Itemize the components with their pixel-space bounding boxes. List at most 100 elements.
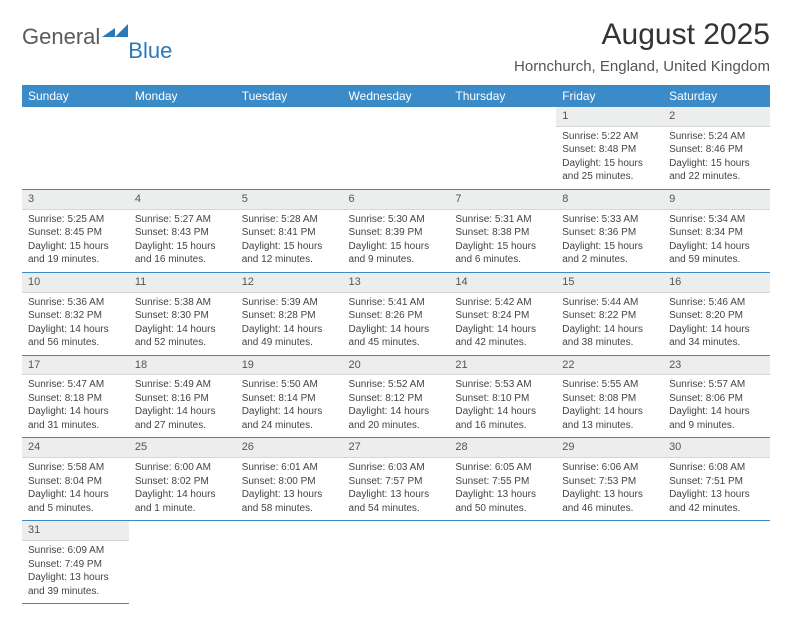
calendar-header: SundayMondayTuesdayWednesdayThursdayFrid…	[22, 85, 770, 107]
day-detail-line: and 12 minutes.	[242, 253, 337, 267]
day-details: Sunrise: 5:38 AMSunset: 8:30 PMDaylight:…	[129, 293, 236, 355]
day-detail-line: Sunrise: 6:06 AM	[562, 461, 657, 475]
day-detail-line: Daylight: 14 hours	[28, 323, 123, 337]
day-detail-line: Daylight: 14 hours	[135, 405, 230, 419]
day-detail-line: Sunrise: 5:55 AM	[562, 378, 657, 392]
day-number: 10	[22, 273, 129, 293]
day-detail-line: Sunset: 8:20 PM	[669, 309, 764, 323]
day-details: Sunrise: 5:46 AMSunset: 8:20 PMDaylight:…	[663, 293, 770, 355]
day-details: Sunrise: 5:55 AMSunset: 8:08 PMDaylight:…	[556, 375, 663, 437]
day-number: 7	[449, 190, 556, 210]
day-detail-line: Daylight: 14 hours	[669, 240, 764, 254]
day-detail-line: Sunset: 8:24 PM	[455, 309, 550, 323]
day-detail-line: and 58 minutes.	[242, 502, 337, 516]
title-block: August 2025 Hornchurch, England, United …	[514, 18, 770, 75]
day-number: 22	[556, 356, 663, 376]
calendar-day-cell	[449, 107, 556, 189]
day-number: 6	[343, 190, 450, 210]
day-detail-line: Daylight: 14 hours	[349, 323, 444, 337]
calendar-week-row: 3Sunrise: 5:25 AMSunset: 8:45 PMDaylight…	[22, 189, 770, 272]
calendar-day-cell: 8Sunrise: 5:33 AMSunset: 8:36 PMDaylight…	[556, 189, 663, 272]
day-detail-line: and 59 minutes.	[669, 253, 764, 267]
day-detail-line: Sunrise: 5:41 AM	[349, 296, 444, 310]
day-number: 3	[22, 190, 129, 210]
day-details: Sunrise: 6:09 AMSunset: 7:49 PMDaylight:…	[22, 541, 129, 603]
day-detail-line: and 34 minutes.	[669, 336, 764, 350]
day-detail-line: Daylight: 13 hours	[455, 488, 550, 502]
location-text: Hornchurch, England, United Kingdom	[514, 58, 770, 75]
day-detail-line: Sunrise: 5:24 AM	[669, 130, 764, 144]
calendar-week-row: 1Sunrise: 5:22 AMSunset: 8:48 PMDaylight…	[22, 107, 770, 189]
day-details: Sunrise: 5:41 AMSunset: 8:26 PMDaylight:…	[343, 293, 450, 355]
day-number: 31	[22, 521, 129, 541]
day-detail-line: and 13 minutes.	[562, 419, 657, 433]
day-detail-line: Sunset: 8:26 PM	[349, 309, 444, 323]
day-detail-line: and 38 minutes.	[562, 336, 657, 350]
calendar-day-cell	[129, 521, 236, 604]
day-detail-line: Sunset: 7:51 PM	[669, 475, 764, 489]
day-detail-line: Sunrise: 5:28 AM	[242, 213, 337, 227]
day-detail-line: Sunrise: 5:46 AM	[669, 296, 764, 310]
day-details: Sunrise: 5:44 AMSunset: 8:22 PMDaylight:…	[556, 293, 663, 355]
calendar-page: General Blue August 2025 Hornchurch, Eng…	[0, 0, 792, 622]
calendar-day-cell: 16Sunrise: 5:46 AMSunset: 8:20 PMDayligh…	[663, 272, 770, 355]
day-number: 5	[236, 190, 343, 210]
day-detail-line: Daylight: 13 hours	[349, 488, 444, 502]
day-detail-line: and 1 minute.	[135, 502, 230, 516]
day-detail-line: Sunrise: 5:38 AM	[135, 296, 230, 310]
calendar-day-cell	[236, 107, 343, 189]
calendar-day-cell	[343, 107, 450, 189]
weekday-header: Wednesday	[343, 85, 450, 107]
calendar-week-row: 24Sunrise: 5:58 AMSunset: 8:04 PMDayligh…	[22, 438, 770, 521]
day-number: 28	[449, 438, 556, 458]
day-number: 18	[129, 356, 236, 376]
day-details: Sunrise: 5:57 AMSunset: 8:06 PMDaylight:…	[663, 375, 770, 437]
day-detail-line: Sunset: 8:48 PM	[562, 143, 657, 157]
day-details: Sunrise: 5:24 AMSunset: 8:46 PMDaylight:…	[663, 127, 770, 189]
calendar-day-cell: 2Sunrise: 5:24 AMSunset: 8:46 PMDaylight…	[663, 107, 770, 189]
day-detail-line: and 19 minutes.	[28, 253, 123, 267]
day-detail-line: Sunset: 8:06 PM	[669, 392, 764, 406]
day-detail-line: Daylight: 14 hours	[349, 405, 444, 419]
logo: General Blue	[22, 24, 174, 50]
day-detail-line: Sunrise: 6:09 AM	[28, 544, 123, 558]
day-detail-line: Sunset: 8:45 PM	[28, 226, 123, 240]
day-detail-line: Sunset: 7:49 PM	[28, 558, 123, 572]
calendar-day-cell: 25Sunrise: 6:00 AMSunset: 8:02 PMDayligh…	[129, 438, 236, 521]
day-detail-line: Daylight: 15 hours	[669, 157, 764, 171]
calendar-week-row: 17Sunrise: 5:47 AMSunset: 8:18 PMDayligh…	[22, 355, 770, 438]
weekday-header: Monday	[129, 85, 236, 107]
calendar-day-cell: 9Sunrise: 5:34 AMSunset: 8:34 PMDaylight…	[663, 189, 770, 272]
day-details: Sunrise: 5:42 AMSunset: 8:24 PMDaylight:…	[449, 293, 556, 355]
day-details: Sunrise: 5:49 AMSunset: 8:16 PMDaylight:…	[129, 375, 236, 437]
day-detail-line: Daylight: 14 hours	[455, 405, 550, 419]
calendar-day-cell: 14Sunrise: 5:42 AMSunset: 8:24 PMDayligh…	[449, 272, 556, 355]
day-details: Sunrise: 5:33 AMSunset: 8:36 PMDaylight:…	[556, 210, 663, 272]
day-detail-line: and 46 minutes.	[562, 502, 657, 516]
day-detail-line: and 9 minutes.	[349, 253, 444, 267]
day-detail-line: Sunset: 8:00 PM	[242, 475, 337, 489]
day-number: 2	[663, 107, 770, 127]
day-detail-line: and 16 minutes.	[135, 253, 230, 267]
day-detail-line: Daylight: 13 hours	[242, 488, 337, 502]
day-detail-line: Sunset: 8:10 PM	[455, 392, 550, 406]
day-details: Sunrise: 6:01 AMSunset: 8:00 PMDaylight:…	[236, 458, 343, 520]
day-detail-line: Daylight: 14 hours	[455, 323, 550, 337]
day-detail-line: Sunset: 8:43 PM	[135, 226, 230, 240]
header-row: General Blue August 2025 Hornchurch, Eng…	[22, 18, 770, 75]
day-details: Sunrise: 5:27 AMSunset: 8:43 PMDaylight:…	[129, 210, 236, 272]
day-detail-line: Sunrise: 5:30 AM	[349, 213, 444, 227]
day-number: 15	[556, 273, 663, 293]
month-title: August 2025	[514, 18, 770, 52]
day-detail-line: Sunset: 8:46 PM	[669, 143, 764, 157]
day-details: Sunrise: 5:36 AMSunset: 8:32 PMDaylight:…	[22, 293, 129, 355]
day-detail-line: Sunset: 8:28 PM	[242, 309, 337, 323]
day-detail-line: and 56 minutes.	[28, 336, 123, 350]
calendar-day-cell: 4Sunrise: 5:27 AMSunset: 8:43 PMDaylight…	[129, 189, 236, 272]
calendar-day-cell: 23Sunrise: 5:57 AMSunset: 8:06 PMDayligh…	[663, 355, 770, 438]
day-detail-line: Sunrise: 5:39 AM	[242, 296, 337, 310]
day-detail-line: Daylight: 14 hours	[28, 488, 123, 502]
weekday-header: Friday	[556, 85, 663, 107]
day-number: 9	[663, 190, 770, 210]
day-detail-line: Sunrise: 5:36 AM	[28, 296, 123, 310]
